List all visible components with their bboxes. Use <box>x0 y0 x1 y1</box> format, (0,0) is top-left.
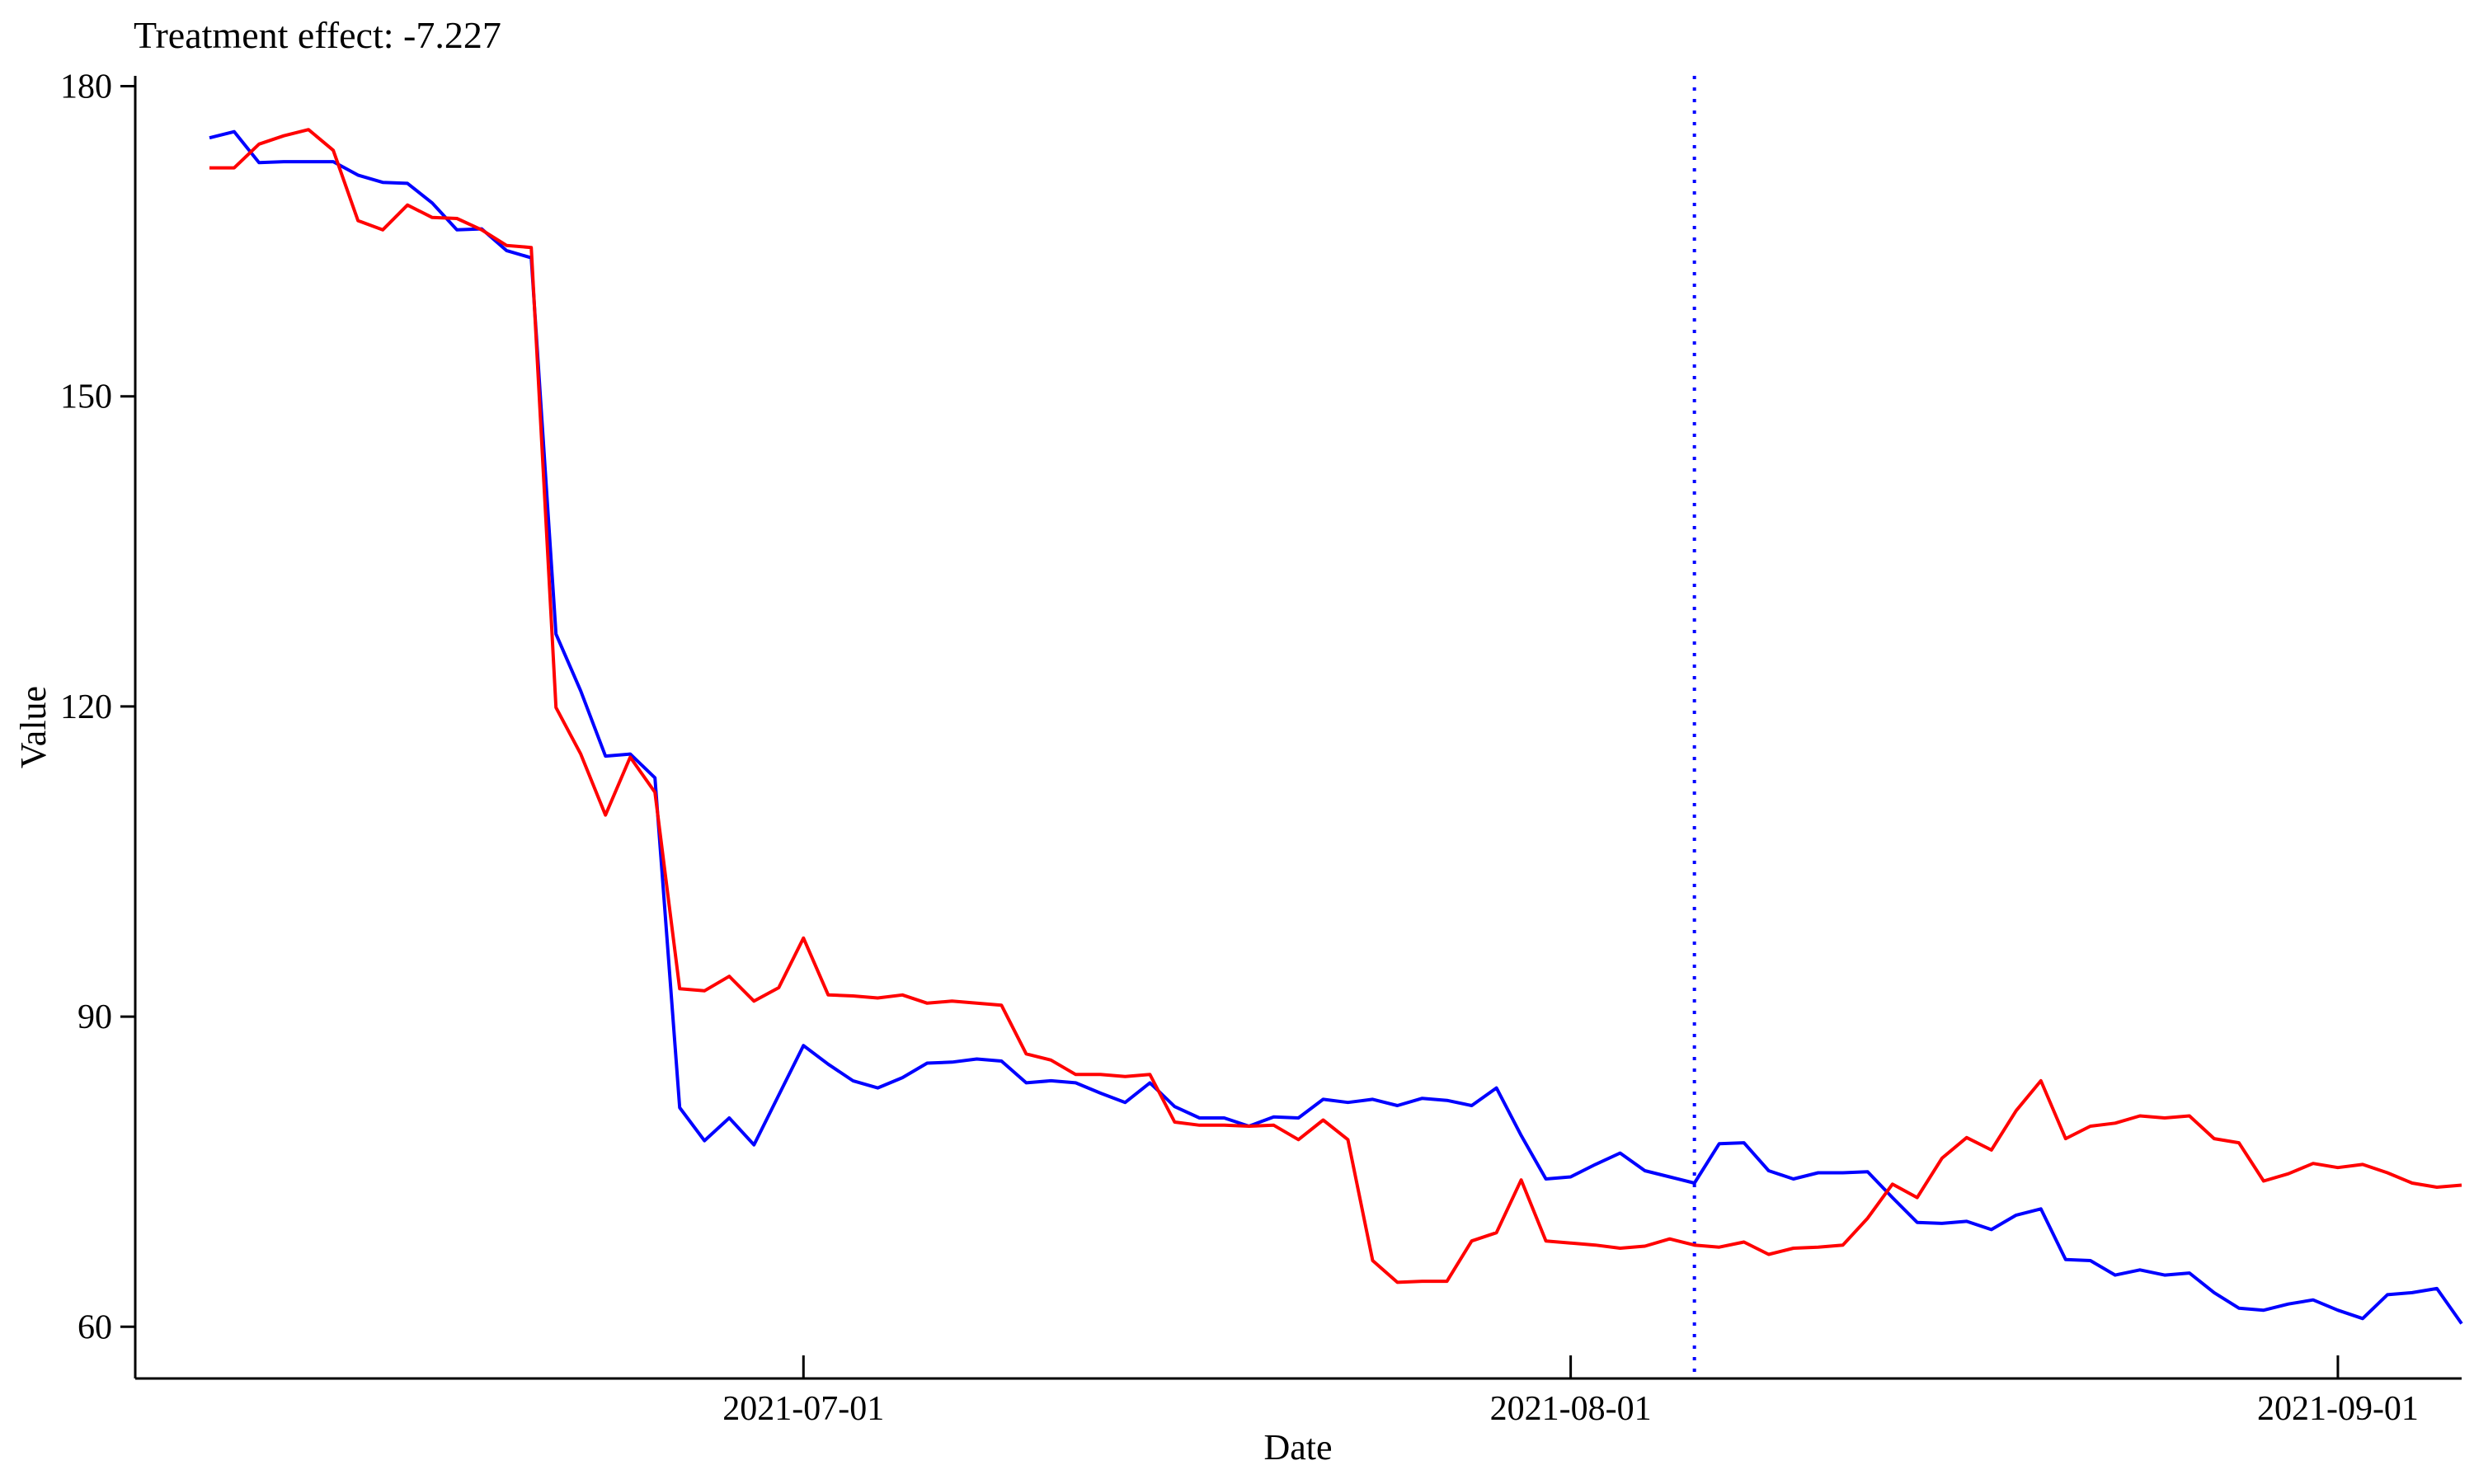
x-tick-label: 2021-07-01 <box>722 1390 884 1428</box>
axes <box>134 76 2462 1380</box>
x-tick-label: 2021-08-01 <box>1490 1390 1652 1428</box>
series-layer <box>209 128 2463 1325</box>
y-axis-label: Value <box>13 686 54 768</box>
x-axis-label: Date <box>1263 1427 1332 1468</box>
y-tick-label: 180 <box>60 68 112 106</box>
tick-layer: 60 90 120 150 180 2021-07-01 2021-08-01 2021-09… <box>60 68 2419 1428</box>
y-tick-label: 120 <box>60 688 112 726</box>
series-line-2 <box>209 128 2462 1284</box>
x-tick-label: 2021-09-01 <box>2257 1390 2419 1428</box>
y-tick-label: 90 <box>78 998 112 1036</box>
y-tick-label: 60 <box>78 1308 112 1346</box>
y-tick-label: 150 <box>60 378 112 416</box>
series-line-1 <box>209 129 2463 1325</box>
chart-title: Treatment effect: -7.227 <box>134 14 501 56</box>
